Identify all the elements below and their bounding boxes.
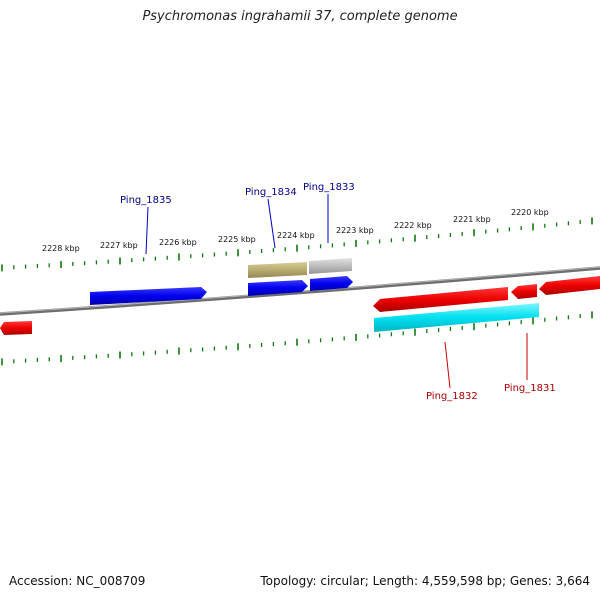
gene-arrow-ping-1831[interactable] [511,284,537,299]
ruler-label-2226: 2226 kbp [159,238,197,247]
ruler-label-2220: 2220 kbp [511,208,549,217]
feature-bar-gray[interactable] [309,258,352,274]
ruler-label-2228: 2228 kbp [42,244,80,253]
gene-label-ping-1831[interactable]: Ping_1831 [504,383,556,394]
gene-label-ping-1832[interactable]: Ping_1832 [426,391,478,402]
gene-arrow-right-edge[interactable] [539,276,600,295]
ruler-label-2221: 2221 kbp [453,215,491,224]
gene-arrow-left-edge[interactable] [0,321,32,335]
ruler-label-2223: 2223 kbp [336,226,374,235]
gene-label-ping-1834[interactable]: Ping_1834 [245,187,297,198]
upper-ruler-ticks [1,217,593,272]
gene-label-ping-1833[interactable]: Ping_1833 [303,182,355,193]
ruler-label-2227: 2227 kbp [100,241,138,250]
ruler-label-2222: 2222 kbp [394,221,432,230]
feature-bar-olive[interactable] [248,262,307,278]
feature-bar-cyan[interactable] [374,303,539,332]
gene-arrow-ping-1834[interactable] [248,280,308,296]
map-title: Psychromonas ingrahamii 37, complete gen… [142,9,458,24]
callout-ping-1835 [145,206,149,255]
ruler-label-2225: 2225 kbp [218,235,256,244]
callout-ping-1832 [444,341,451,389]
gene-arrow-ping-1835[interactable] [90,287,207,305]
callout-ping-1834 [267,198,276,249]
genome-summary-text: Topology: circular; Length: 4,559,598 bp… [260,574,590,588]
gene-arrow-ping-1832[interactable] [373,287,508,312]
genome-backbone [0,266,600,316]
ruler-label-2224: 2224 kbp [277,231,315,240]
gene-label-ping-1835[interactable]: Ping_1835 [120,195,172,206]
lower-ruler-ticks [1,311,593,366]
accession-text: Accession: NC_008709 [9,574,146,588]
gene-arrow-ping-1833[interactable] [310,276,353,291]
